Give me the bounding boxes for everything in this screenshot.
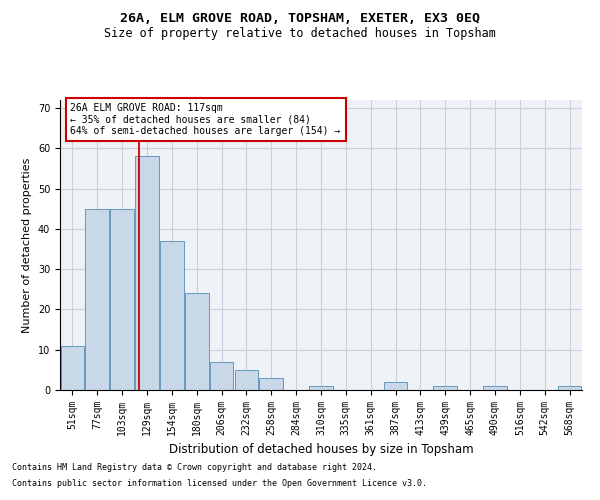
Bar <box>558 386 581 390</box>
Bar <box>85 209 109 390</box>
Bar <box>135 156 159 390</box>
Text: Contains public sector information licensed under the Open Government Licence v3: Contains public sector information licen… <box>12 478 427 488</box>
Bar <box>483 386 507 390</box>
Text: 26A ELM GROVE ROAD: 117sqm
← 35% of detached houses are smaller (84)
64% of semi: 26A ELM GROVE ROAD: 117sqm ← 35% of deta… <box>70 103 341 136</box>
Bar <box>210 362 233 390</box>
Bar <box>235 370 258 390</box>
X-axis label: Distribution of detached houses by size in Topsham: Distribution of detached houses by size … <box>169 444 473 456</box>
Bar <box>160 241 184 390</box>
Bar <box>309 386 333 390</box>
Text: Size of property relative to detached houses in Topsham: Size of property relative to detached ho… <box>104 28 496 40</box>
Y-axis label: Number of detached properties: Number of detached properties <box>22 158 32 332</box>
Bar <box>185 294 209 390</box>
Bar <box>433 386 457 390</box>
Text: Contains HM Land Registry data © Crown copyright and database right 2024.: Contains HM Land Registry data © Crown c… <box>12 464 377 472</box>
Bar <box>384 382 407 390</box>
Bar <box>61 346 84 390</box>
Bar <box>259 378 283 390</box>
Text: 26A, ELM GROVE ROAD, TOPSHAM, EXETER, EX3 0EQ: 26A, ELM GROVE ROAD, TOPSHAM, EXETER, EX… <box>120 12 480 26</box>
Bar <box>110 209 134 390</box>
